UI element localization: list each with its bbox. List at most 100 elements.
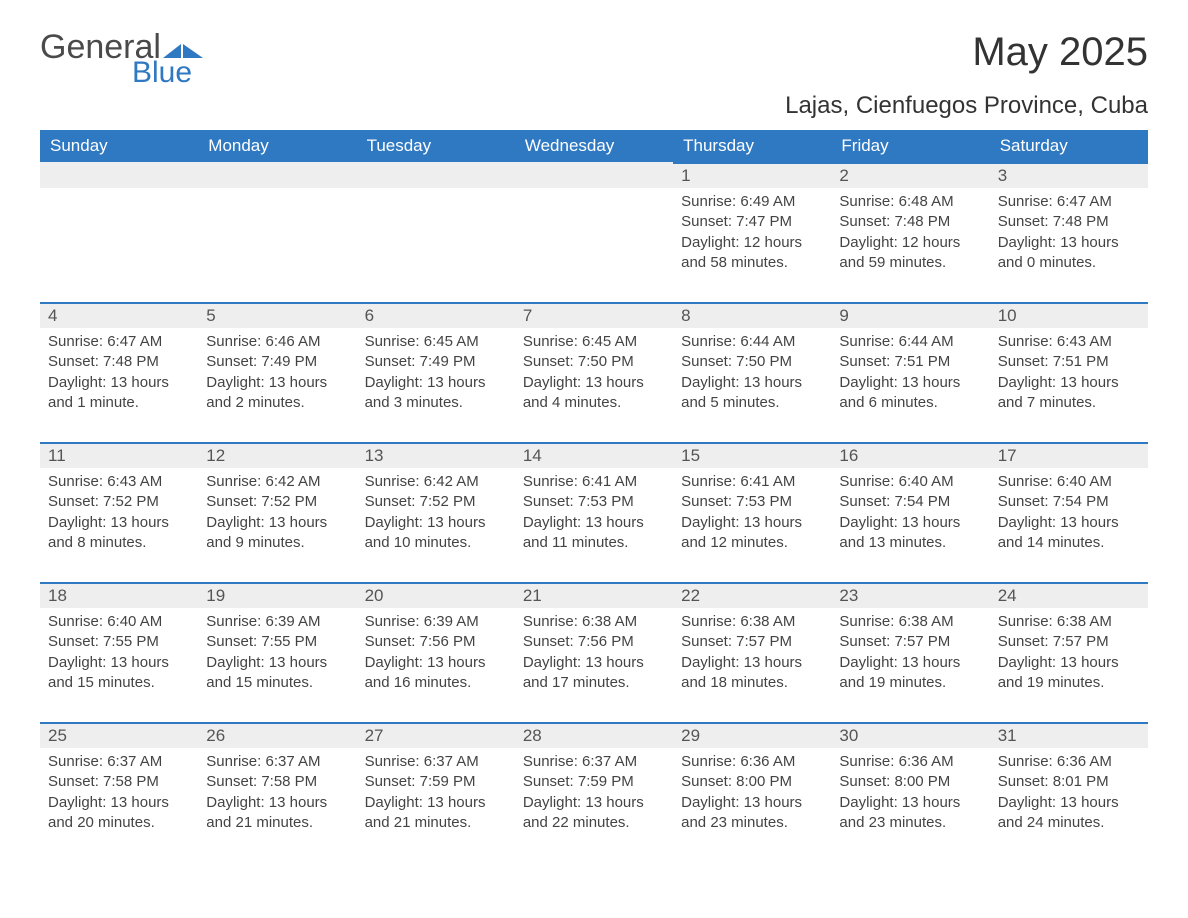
day-number: 21	[515, 582, 673, 608]
day-header: Thursday	[673, 130, 831, 162]
calendar-cell: 25Sunrise: 6:37 AMSunset: 7:58 PMDayligh…	[40, 722, 198, 862]
calendar-cell: 20Sunrise: 6:39 AMSunset: 7:56 PMDayligh…	[357, 582, 515, 722]
day-number: 12	[198, 442, 356, 468]
calendar-cell: 28Sunrise: 6:37 AMSunset: 7:59 PMDayligh…	[515, 722, 673, 862]
day-details: Sunrise: 6:39 AMSunset: 7:56 PMDaylight:…	[357, 608, 515, 701]
day-number: 14	[515, 442, 673, 468]
day-details: Sunrise: 6:42 AMSunset: 7:52 PMDaylight:…	[198, 468, 356, 561]
day-details: Sunrise: 6:38 AMSunset: 7:56 PMDaylight:…	[515, 608, 673, 701]
page-title: May 2025	[972, 30, 1148, 75]
day-number: 2	[831, 162, 989, 188]
calendar-cell: 27Sunrise: 6:37 AMSunset: 7:59 PMDayligh…	[357, 722, 515, 862]
calendar-cell: 14Sunrise: 6:41 AMSunset: 7:53 PMDayligh…	[515, 442, 673, 582]
brand-logo: General Blue	[40, 30, 203, 88]
calendar-cell: 15Sunrise: 6:41 AMSunset: 7:53 PMDayligh…	[673, 442, 831, 582]
location-text: Lajas, Cienfuegos Province, Cuba	[40, 92, 1148, 120]
day-details: Sunrise: 6:37 AMSunset: 7:59 PMDaylight:…	[515, 748, 673, 841]
day-number: 4	[40, 302, 198, 328]
day-details: Sunrise: 6:44 AMSunset: 7:50 PMDaylight:…	[673, 328, 831, 421]
day-number: 1	[673, 162, 831, 188]
day-number: 27	[357, 722, 515, 748]
day-details: Sunrise: 6:39 AMSunset: 7:55 PMDaylight:…	[198, 608, 356, 701]
day-number: 19	[198, 582, 356, 608]
day-number: 10	[990, 302, 1148, 328]
day-details: Sunrise: 6:45 AMSunset: 7:49 PMDaylight:…	[357, 328, 515, 421]
calendar-cell: 29Sunrise: 6:36 AMSunset: 8:00 PMDayligh…	[673, 722, 831, 862]
day-details: Sunrise: 6:36 AMSunset: 8:01 PMDaylight:…	[990, 748, 1148, 841]
calendar-cell: 7Sunrise: 6:45 AMSunset: 7:50 PMDaylight…	[515, 302, 673, 442]
day-details: Sunrise: 6:37 AMSunset: 7:58 PMDaylight:…	[198, 748, 356, 841]
calendar-cell: 21Sunrise: 6:38 AMSunset: 7:56 PMDayligh…	[515, 582, 673, 722]
day-number: 29	[673, 722, 831, 748]
day-number: 6	[357, 302, 515, 328]
day-number: 9	[831, 302, 989, 328]
calendar-cell: 4Sunrise: 6:47 AMSunset: 7:48 PMDaylight…	[40, 302, 198, 442]
calendar-cell: 8Sunrise: 6:44 AMSunset: 7:50 PMDaylight…	[673, 302, 831, 442]
day-details: Sunrise: 6:47 AMSunset: 7:48 PMDaylight:…	[40, 328, 198, 421]
calendar-cell: 1Sunrise: 6:49 AMSunset: 7:47 PMDaylight…	[673, 162, 831, 302]
calendar-cell: 24Sunrise: 6:38 AMSunset: 7:57 PMDayligh…	[990, 582, 1148, 722]
day-header: Wednesday	[515, 130, 673, 162]
day-details: Sunrise: 6:36 AMSunset: 8:00 PMDaylight:…	[673, 748, 831, 841]
calendar-cell: 5Sunrise: 6:46 AMSunset: 7:49 PMDaylight…	[198, 302, 356, 442]
calendar-cell: 18Sunrise: 6:40 AMSunset: 7:55 PMDayligh…	[40, 582, 198, 722]
day-details: Sunrise: 6:41 AMSunset: 7:53 PMDaylight:…	[515, 468, 673, 561]
day-header: Sunday	[40, 130, 198, 162]
day-details: Sunrise: 6:49 AMSunset: 7:47 PMDaylight:…	[673, 188, 831, 281]
day-number: 28	[515, 722, 673, 748]
day-number: 7	[515, 302, 673, 328]
day-number: 13	[357, 442, 515, 468]
day-number: 25	[40, 722, 198, 748]
day-number: 5	[198, 302, 356, 328]
calendar-cell: 26Sunrise: 6:37 AMSunset: 7:58 PMDayligh…	[198, 722, 356, 862]
day-details: Sunrise: 6:43 AMSunset: 7:51 PMDaylight:…	[990, 328, 1148, 421]
day-details: Sunrise: 6:42 AMSunset: 7:52 PMDaylight:…	[357, 468, 515, 561]
calendar-cell: 3Sunrise: 6:47 AMSunset: 7:48 PMDaylight…	[990, 162, 1148, 302]
day-header: Monday	[198, 130, 356, 162]
calendar-cell: 12Sunrise: 6:42 AMSunset: 7:52 PMDayligh…	[198, 442, 356, 582]
calendar-cell: 22Sunrise: 6:38 AMSunset: 7:57 PMDayligh…	[673, 582, 831, 722]
day-details: Sunrise: 6:48 AMSunset: 7:48 PMDaylight:…	[831, 188, 989, 281]
day-details: Sunrise: 6:37 AMSunset: 7:58 PMDaylight:…	[40, 748, 198, 841]
calendar-cell: 11Sunrise: 6:43 AMSunset: 7:52 PMDayligh…	[40, 442, 198, 582]
day-number: 30	[831, 722, 989, 748]
day-details: Sunrise: 6:44 AMSunset: 7:51 PMDaylight:…	[831, 328, 989, 421]
day-details: Sunrise: 6:38 AMSunset: 7:57 PMDaylight:…	[831, 608, 989, 701]
brand-blue: Blue	[132, 58, 203, 88]
day-number: 22	[673, 582, 831, 608]
day-details: Sunrise: 6:40 AMSunset: 7:55 PMDaylight:…	[40, 608, 198, 701]
day-number: 15	[673, 442, 831, 468]
day-details: Sunrise: 6:41 AMSunset: 7:53 PMDaylight:…	[673, 468, 831, 561]
day-number: 11	[40, 442, 198, 468]
calendar-table: SundayMondayTuesdayWednesdayThursdayFrid…	[40, 130, 1148, 862]
day-header: Tuesday	[357, 130, 515, 162]
day-number: 18	[40, 582, 198, 608]
day-details: Sunrise: 6:45 AMSunset: 7:50 PMDaylight:…	[515, 328, 673, 421]
day-number: 3	[990, 162, 1148, 188]
day-details: Sunrise: 6:47 AMSunset: 7:48 PMDaylight:…	[990, 188, 1148, 281]
calendar-cell: 10Sunrise: 6:43 AMSunset: 7:51 PMDayligh…	[990, 302, 1148, 442]
calendar-cell: 13Sunrise: 6:42 AMSunset: 7:52 PMDayligh…	[357, 442, 515, 582]
day-number: 20	[357, 582, 515, 608]
calendar-cell	[40, 162, 198, 302]
calendar-cell: 19Sunrise: 6:39 AMSunset: 7:55 PMDayligh…	[198, 582, 356, 722]
day-details: Sunrise: 6:37 AMSunset: 7:59 PMDaylight:…	[357, 748, 515, 841]
day-details: Sunrise: 6:38 AMSunset: 7:57 PMDaylight:…	[990, 608, 1148, 701]
calendar-cell: 30Sunrise: 6:36 AMSunset: 8:00 PMDayligh…	[831, 722, 989, 862]
calendar-cell: 16Sunrise: 6:40 AMSunset: 7:54 PMDayligh…	[831, 442, 989, 582]
day-number: 16	[831, 442, 989, 468]
calendar-cell: 9Sunrise: 6:44 AMSunset: 7:51 PMDaylight…	[831, 302, 989, 442]
day-details: Sunrise: 6:43 AMSunset: 7:52 PMDaylight:…	[40, 468, 198, 561]
day-details: Sunrise: 6:46 AMSunset: 7:49 PMDaylight:…	[198, 328, 356, 421]
calendar-cell: 6Sunrise: 6:45 AMSunset: 7:49 PMDaylight…	[357, 302, 515, 442]
day-header: Friday	[831, 130, 989, 162]
calendar-cell: 23Sunrise: 6:38 AMSunset: 7:57 PMDayligh…	[831, 582, 989, 722]
day-details: Sunrise: 6:38 AMSunset: 7:57 PMDaylight:…	[673, 608, 831, 701]
day-number: 31	[990, 722, 1148, 748]
calendar-cell	[515, 162, 673, 302]
day-details: Sunrise: 6:40 AMSunset: 7:54 PMDaylight:…	[990, 468, 1148, 561]
calendar-cell: 2Sunrise: 6:48 AMSunset: 7:48 PMDaylight…	[831, 162, 989, 302]
calendar-cell	[198, 162, 356, 302]
day-number: 26	[198, 722, 356, 748]
day-number: 24	[990, 582, 1148, 608]
